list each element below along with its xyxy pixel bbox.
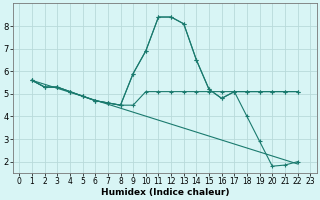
X-axis label: Humidex (Indice chaleur): Humidex (Indice chaleur)	[100, 188, 229, 197]
